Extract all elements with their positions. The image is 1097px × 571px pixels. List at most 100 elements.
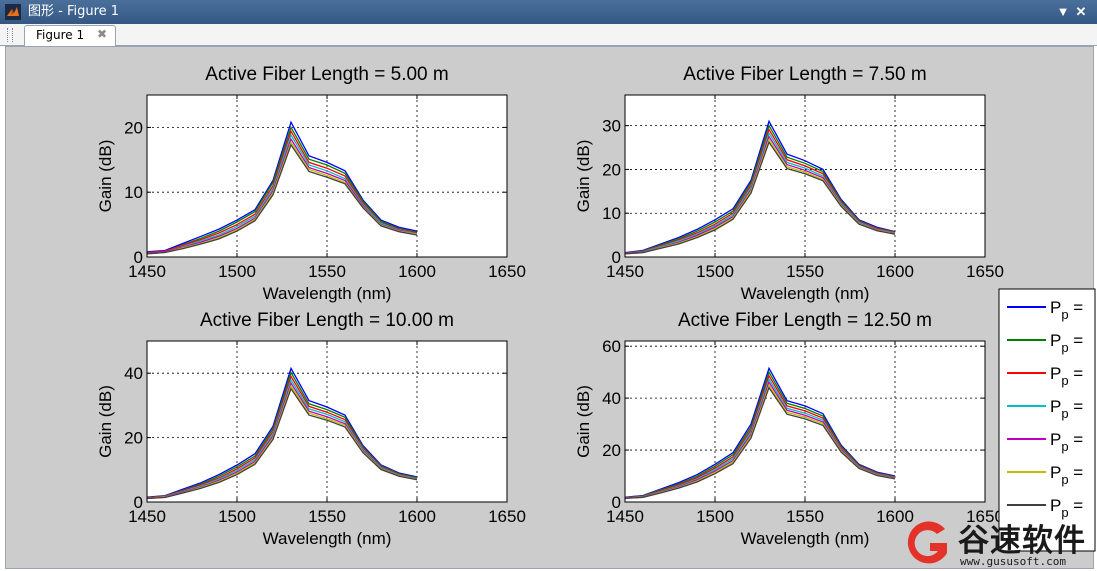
x-tick-label: 1450 [128,507,166,526]
y-tick-label: 20 [124,118,143,137]
x-tick-label: 1550 [308,262,346,281]
window-titlebar: 图形 - Figure 1 ▼ ✕ [0,0,1097,24]
x-tick-label: 1500 [218,262,256,281]
subplot-4: 1450 1500 1550 1600 1650 0 20 40 60 Active Fiber … [574,310,1004,548]
series-line-4 [146,133,418,254]
x-tick-label: 1650 [488,507,526,526]
y-tick-label: 0 [612,493,621,512]
series-line-3 [624,128,896,254]
tab-figure-1[interactable]: Figure 1 ✖ [24,25,116,46]
legend-label: Pp = [1050,496,1083,520]
series-line-1 [146,120,418,253]
legend-label: Pp = [1050,430,1083,454]
y-tick-label: 0 [134,248,143,267]
legend: Pp = Pp = Pp = Pp = Pp = Pp = Pp = [998,288,1096,552]
x-tick-label: 1450 [128,262,166,281]
y-axis-label: Gain (dB) [574,140,593,213]
x-tick-label: 1500 [696,262,734,281]
chart-title: Active Fiber Length = 7.50 m [683,64,926,85]
series-line-1 [624,119,896,254]
legend-entry-5: Pp = [1007,430,1083,454]
series-line-7 [146,143,418,255]
chart-title: Active Fiber Length = 12.50 m [678,310,932,331]
x-axis-label: Wavelength (nm) [263,284,392,303]
x-tick-label: 1450 [606,262,644,281]
tab-strip: Figure 1 ✖ [0,24,1097,46]
matlab-icon [5,4,21,20]
y-tick-label: 10 [124,183,143,202]
subplot-3: 1450 1500 1550 1600 1650 0 20 40 Active Fiber Le… [96,310,526,548]
window-title: 图形 - Figure 1 [28,4,120,19]
x-tick-label: 1600 [876,262,914,281]
watermark-brand: 谷速软件 [958,523,1086,559]
series-line-4 [146,378,418,499]
y-tick-label: 20 [602,441,621,460]
y-tick-label: 20 [124,429,143,448]
chart-title: Active Fiber Length = 5.00 m [205,64,448,85]
x-axis-label: Wavelength (nm) [263,529,392,548]
legend-label: Pp = [1050,364,1083,388]
watermark-url: www.gususoft.com [960,555,1066,568]
series-line-2 [146,371,418,499]
y-tick-label: 10 [602,204,621,223]
window-menu-icon[interactable]: ▼ [1056,4,1070,19]
series-line-7 [146,387,418,500]
legend-label: Pp = [1050,397,1083,421]
y-axis-label: Gain (dB) [96,385,115,458]
y-tick-label: 60 [602,337,621,356]
series-line-1 [624,366,896,498]
x-tick-label: 1500 [696,507,734,526]
x-tick-label: 1650 [488,262,526,281]
legend-entry-3: Pp = [1007,364,1083,388]
series-line-3 [146,129,418,254]
series-line-3 [146,374,418,499]
x-tick-label: 1600 [398,507,436,526]
x-axis-label: Wavelength (nm) [741,529,870,548]
x-axis-label: Wavelength (nm) [741,284,870,303]
series-line-7 [624,386,896,500]
legend-box [998,288,1096,552]
y-tick-label: 0 [134,493,143,512]
x-tick-label: 1550 [786,262,824,281]
legend-entry-2: Pp = [1007,331,1083,355]
y-axis-label: Gain (dB) [96,140,115,213]
legend-entry-1: Pp = [1007,298,1083,322]
series-line-2 [146,125,418,254]
close-window-icon[interactable]: ✕ [1075,4,1087,19]
series-line-7 [624,140,896,255]
legend-entry-4: Pp = [1007,397,1083,421]
chart-title: Active Fiber Length = 10.00 m [200,310,454,331]
y-tick-label: 40 [124,364,143,383]
x-tick-label: 1450 [606,507,644,526]
legend-label: Pp = [1050,298,1083,322]
y-tick-label: 20 [602,160,621,179]
x-tick-label: 1500 [218,507,256,526]
x-tick-label: 1650 [966,507,1004,526]
tab-label: Figure 1 [36,28,85,42]
subplot-1: 1450 1500 1550 1600 1650 0 10 20 Active Fiber Le… [96,64,526,303]
drag-grip-icon[interactable] [7,28,13,42]
x-tick-label: 1550 [786,507,824,526]
x-tick-label: 1600 [398,262,436,281]
series-line-2 [624,370,896,499]
x-tick-label: 1600 [876,507,914,526]
y-tick-label: 40 [602,389,621,408]
series-line-3 [624,374,896,499]
y-tick-label: 30 [602,117,621,136]
subplot-2: 1450 1500 1550 1600 1650 0 10 20 30 Active Fiber … [574,64,1004,303]
legend-entry-6: Pp = [1007,463,1083,487]
gususoft-logo-icon [907,521,947,564]
series-line-2 [624,123,896,254]
x-tick-label: 1550 [308,507,346,526]
y-axis-label: Gain (dB) [574,385,593,458]
series-line-1 [146,366,418,498]
close-tab-icon[interactable]: ✖ [97,27,108,41]
legend-entry-7: Pp = [1007,496,1083,520]
x-tick-label: 1650 [966,262,1004,281]
legend-label: Pp = [1050,463,1083,487]
series-line-5 [146,137,418,254]
legend-label: Pp = [1050,331,1083,355]
watermark: 谷速软件 www.gususoft.com [900,513,1097,571]
series-line-4 [624,131,896,255]
